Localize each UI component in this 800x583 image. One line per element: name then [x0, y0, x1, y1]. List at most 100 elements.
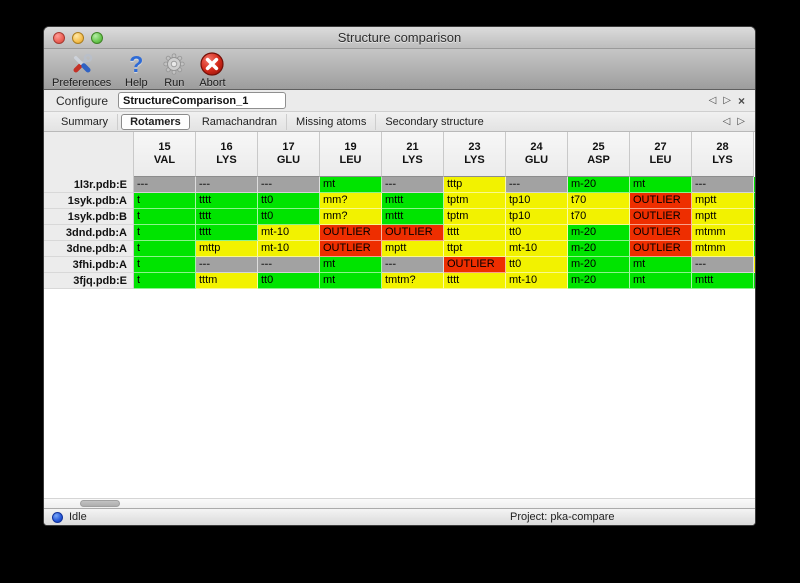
rotamer-cell[interactable]: mptt [382, 241, 444, 257]
rotamer-cell[interactable]: tptm [444, 209, 506, 225]
rotamer-cell[interactable]: t [134, 209, 196, 225]
row-label[interactable]: 3fhi.pdb:A [44, 257, 134, 273]
rotamer-cell[interactable]: mttt [382, 209, 444, 225]
rotamer-cell[interactable]: tttt [444, 225, 506, 241]
abort-button[interactable]: Abort [199, 51, 226, 89]
rotamer-cell-clipped[interactable] [754, 193, 755, 209]
rotamer-cell[interactable]: mm? [320, 209, 382, 225]
rotamer-cell[interactable]: mptt [692, 193, 754, 209]
rotamer-cell[interactable]: tttt [196, 209, 258, 225]
rotamer-cell[interactable]: m-20 [568, 273, 630, 289]
configure-name-input[interactable] [118, 92, 287, 109]
rotamer-cell[interactable]: tmtm? [382, 273, 444, 289]
row-label[interactable]: 1syk.pdb:B [44, 209, 134, 225]
tab-ramachandran[interactable]: Ramachandran [192, 113, 288, 130]
rotamer-cell[interactable]: tt0 [506, 225, 568, 241]
rotamer-cell[interactable]: tttt [444, 273, 506, 289]
rotamer-cell[interactable]: --- [258, 177, 320, 193]
row-label[interactable]: 3dne.pdb:A [44, 241, 134, 257]
rotamer-cell[interactable]: m-20 [568, 241, 630, 257]
rotamer-cell[interactable]: mtmm [692, 241, 754, 257]
rotamer-cell[interactable]: mt [320, 177, 382, 193]
rotamer-cell[interactable]: tt0 [258, 209, 320, 225]
rotamer-cell-clipped[interactable] [754, 177, 755, 193]
row-label[interactable]: 1syk.pdb:A [44, 193, 134, 209]
next-config-icon[interactable]: ▷ [723, 94, 731, 106]
rotamer-cell[interactable]: mttt [692, 273, 754, 289]
rotamer-cell-clipped[interactable] [754, 209, 755, 225]
rotamer-cell-clipped[interactable] [754, 273, 755, 289]
close-window-button[interactable] [53, 32, 65, 44]
rotamer-cell[interactable]: mptt [692, 209, 754, 225]
rotamer-cell[interactable]: OUTLIER [630, 241, 692, 257]
minimize-window-button[interactable] [72, 32, 84, 44]
rotamer-cell[interactable]: mtmm [692, 225, 754, 241]
rotamer-cell-clipped[interactable] [754, 257, 755, 273]
rotamer-cell[interactable]: --- [382, 177, 444, 193]
tab-missing-atoms[interactable]: Missing atoms [287, 113, 377, 130]
prev-tab-icon[interactable]: ◁ [722, 115, 731, 127]
rotamer-cell[interactable]: --- [506, 177, 568, 193]
rotamer-cell[interactable]: mt-10 [258, 241, 320, 257]
rotamer-cell[interactable]: m-20 [568, 225, 630, 241]
rotamer-cell[interactable]: tt0 [258, 193, 320, 209]
rotamer-cell[interactable]: mt [630, 273, 692, 289]
rotamer-cell[interactable]: tp10 [506, 193, 568, 209]
tab-secondary-structure[interactable]: Secondary structure [385, 115, 484, 128]
rotamer-cell[interactable]: tt0 [258, 273, 320, 289]
rotamer-cell[interactable]: m-20 [568, 257, 630, 273]
rotamer-cell[interactable]: mt [630, 177, 692, 193]
rotamer-cell[interactable]: --- [692, 177, 754, 193]
rotamer-cell[interactable]: t [134, 241, 196, 257]
rotamer-cell[interactable]: OUTLIER [630, 209, 692, 225]
rotamer-cell[interactable]: tttt [196, 193, 258, 209]
row-label[interactable]: 3fjq.pdb:E [44, 273, 134, 289]
close-config-icon[interactable]: × [737, 93, 745, 108]
rotamer-cell-clipped[interactable] [754, 225, 755, 241]
rotamer-cell[interactable]: tttm [196, 273, 258, 289]
run-button[interactable]: Run [161, 51, 187, 89]
rotamer-cell[interactable]: OUTLIER [382, 225, 444, 241]
row-label[interactable]: 3dnd.pdb:A [44, 225, 134, 241]
rotamer-cell[interactable]: tttt [196, 225, 258, 241]
tab-rotamers[interactable]: Rotamers [121, 113, 190, 130]
rotamer-cell[interactable]: --- [258, 257, 320, 273]
rotamer-cell[interactable]: t [134, 273, 196, 289]
rotamer-cell[interactable]: OUTLIER [630, 225, 692, 241]
titlebar[interactable]: Structure comparison [44, 27, 755, 49]
rotamer-cell[interactable]: OUTLIER [630, 193, 692, 209]
rotamer-cell[interactable]: mm? [320, 193, 382, 209]
rotamer-cell[interactable]: m-20 [568, 177, 630, 193]
next-tab-icon[interactable]: ▷ [737, 115, 745, 127]
help-button[interactable]: ? Help [123, 51, 149, 89]
rotamer-cell[interactable]: mt-10 [258, 225, 320, 241]
rotamer-cell[interactable]: --- [382, 257, 444, 273]
rotamer-cell[interactable]: mt-10 [506, 273, 568, 289]
rotamer-cell[interactable]: mttt [382, 193, 444, 209]
rotamer-cell[interactable]: mt [320, 273, 382, 289]
horizontal-scrollbar[interactable] [44, 498, 755, 508]
rotamer-cell[interactable]: OUTLIER [320, 225, 382, 241]
tab-summary[interactable]: Summary [52, 113, 119, 130]
rotamer-cell[interactable]: --- [196, 257, 258, 273]
zoom-window-button[interactable] [91, 32, 103, 44]
rotamer-cell[interactable]: t [134, 193, 196, 209]
rotamer-cell[interactable]: ttpt [444, 241, 506, 257]
rotamer-cell-clipped[interactable] [754, 241, 755, 257]
preferences-button[interactable]: Preferences [52, 51, 111, 89]
rotamer-cell[interactable]: t [134, 257, 196, 273]
rotamer-cell[interactable]: mt [630, 257, 692, 273]
rotamer-cell[interactable]: t [134, 225, 196, 241]
rotamer-cell[interactable]: mttp [196, 241, 258, 257]
rotamer-cell[interactable]: --- [134, 177, 196, 193]
rotamer-cell[interactable]: tttp [444, 177, 506, 193]
rotamer-cell[interactable]: t70 [568, 209, 630, 225]
scrollbar-thumb[interactable] [80, 500, 120, 507]
rotamer-cell[interactable]: --- [196, 177, 258, 193]
rotamer-cell[interactable]: --- [692, 257, 754, 273]
prev-config-icon[interactable]: ◁ [708, 94, 717, 106]
rotamer-cell[interactable]: OUTLIER [444, 257, 506, 273]
rotamer-cell[interactable]: mt-10 [506, 241, 568, 257]
rotamer-cell[interactable]: mt [320, 257, 382, 273]
row-label[interactable]: 1l3r.pdb:E [44, 177, 134, 193]
